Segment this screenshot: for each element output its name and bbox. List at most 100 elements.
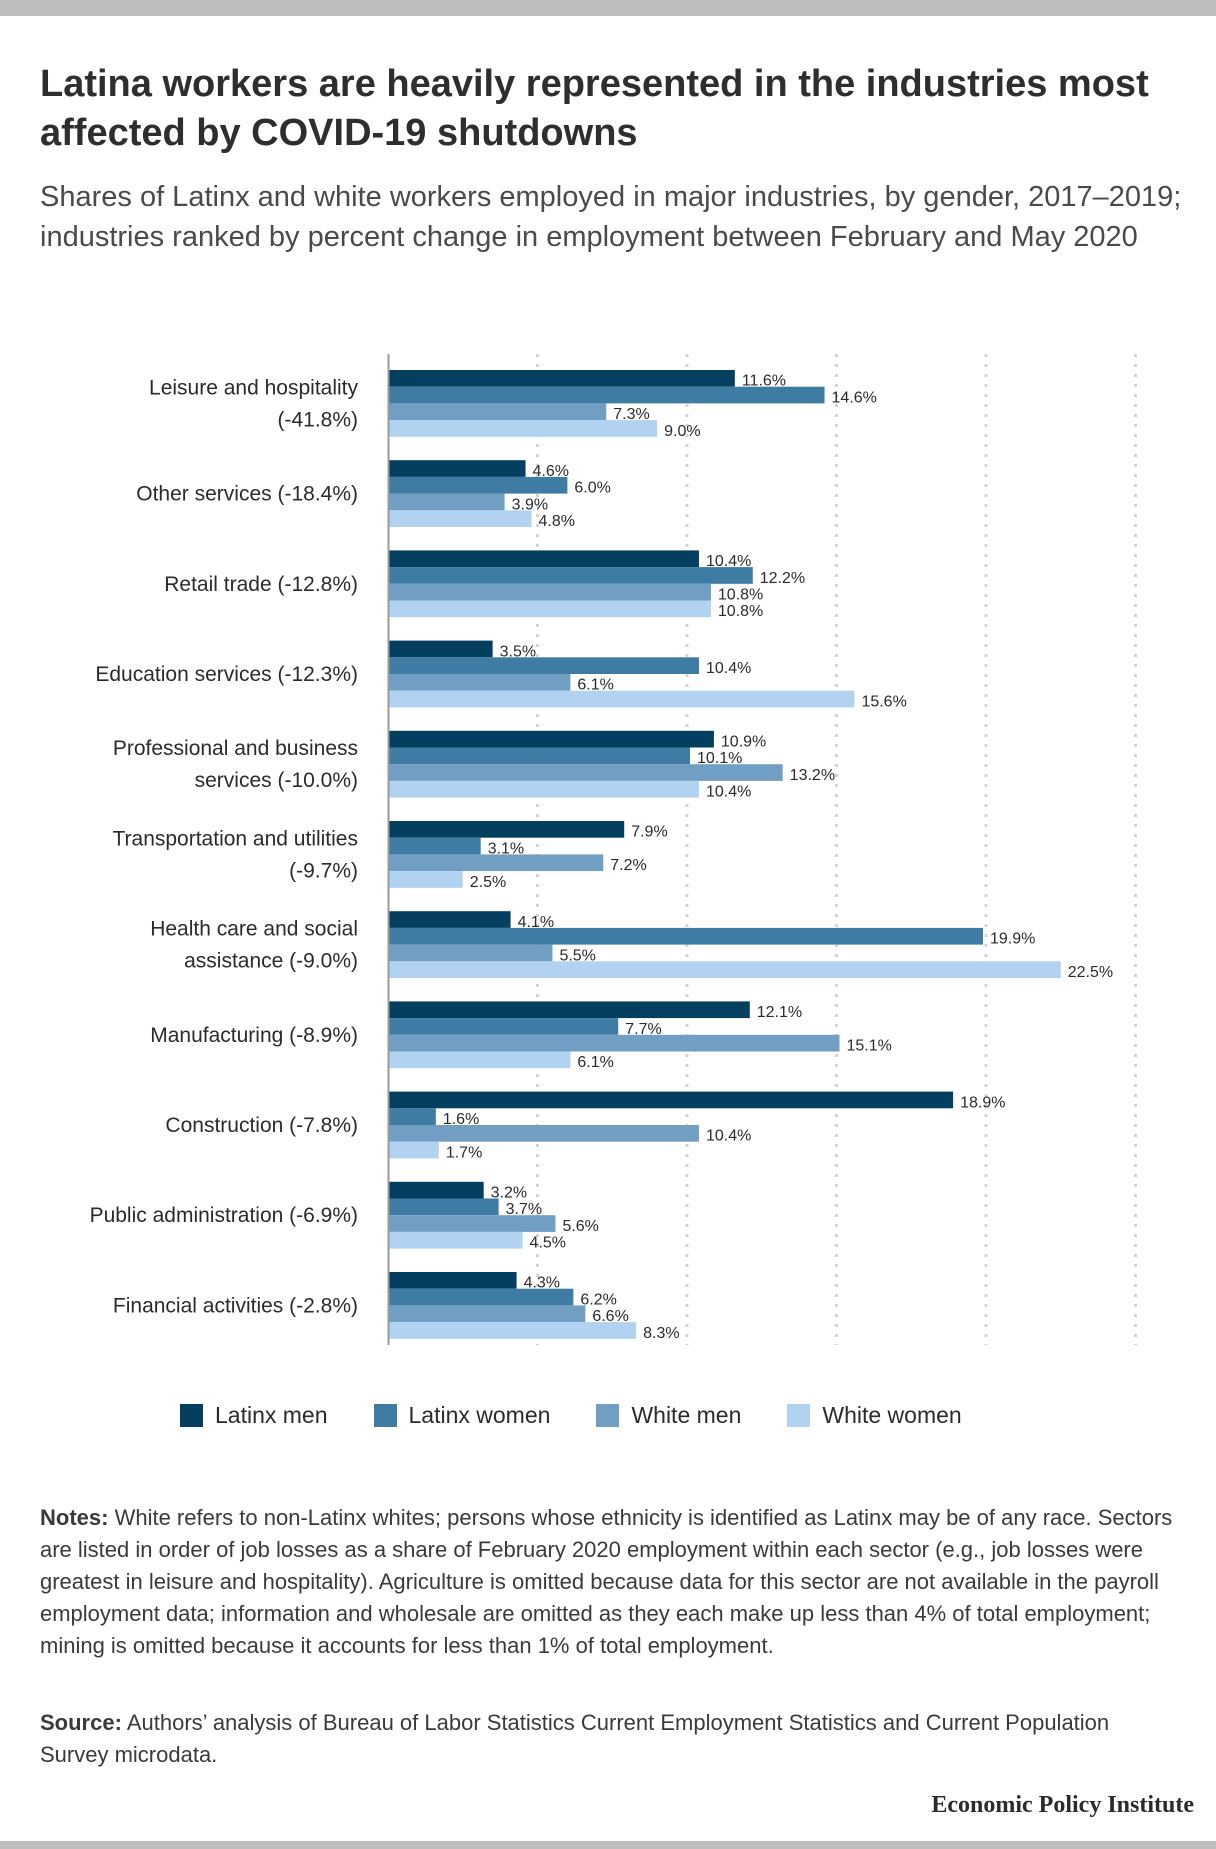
bar <box>388 600 711 618</box>
bar <box>388 510 532 527</box>
value-label: 11.6% <box>742 373 786 390</box>
value-label: 8.3% <box>643 1325 679 1342</box>
value-label: 10.4% <box>706 784 751 801</box>
bar-chart: Leisure and hospitality (-41.8%) 11.6% 14.6… <box>90 354 1137 1345</box>
value-label: 4.5% <box>530 1235 566 1252</box>
category-label: Financial activities (-2.8%) <box>113 1294 358 1317</box>
value-label: 15.1% <box>846 1038 891 1055</box>
bar <box>388 871 463 888</box>
bar <box>388 1215 556 1232</box>
value-label: 6.6% <box>592 1308 628 1325</box>
legend-item-latinx-women: Latinx women <box>373 1402 551 1429</box>
bar <box>388 730 714 748</box>
bar <box>388 911 511 928</box>
value-label: 10.8% <box>718 587 763 604</box>
bar <box>388 460 526 477</box>
bar <box>388 944 553 962</box>
value-label: 7.2% <box>610 857 646 874</box>
value-label: 10.4% <box>706 553 751 570</box>
category-label: Professional and business services (-10.0… <box>113 737 358 792</box>
legend-label: White men <box>631 1402 742 1428</box>
value-label: 7.3% <box>613 406 649 423</box>
category-label: Retail trade (-12.8%) <box>164 573 358 596</box>
value-label: 6.1% <box>577 1054 613 1071</box>
source-label: Source: <box>40 1710 122 1735</box>
value-label: 10.9% <box>721 734 766 751</box>
bar <box>388 821 625 838</box>
bar <box>388 370 735 387</box>
value-label: 6.1% <box>577 677 613 694</box>
bar <box>388 927 984 945</box>
legend-swatch <box>373 1404 397 1427</box>
bar <box>388 420 658 437</box>
bar <box>388 1322 637 1339</box>
bar <box>388 747 690 765</box>
bar <box>388 854 604 872</box>
bar <box>388 550 699 568</box>
legend-label: Latinx women <box>408 1402 551 1428</box>
bottom-border <box>0 1841 1216 1849</box>
value-label: 3.9% <box>512 496 548 513</box>
category-label: Public administration (-6.9%) <box>90 1204 358 1227</box>
value-label: 5.6% <box>562 1218 598 1235</box>
legend-item-latinx-men: Latinx men <box>180 1402 328 1429</box>
value-label: 6.2% <box>580 1291 616 1308</box>
value-label: 4.3% <box>524 1275 560 1292</box>
bar <box>388 567 753 584</box>
value-label: 7.7% <box>625 1021 661 1038</box>
value-label: 12.2% <box>760 570 805 587</box>
bar <box>388 1108 436 1125</box>
bar <box>388 1018 619 1035</box>
bar <box>388 583 711 601</box>
bar <box>388 1141 439 1159</box>
value-label: 13.2% <box>790 767 835 784</box>
brand-logo: Economic Policy Institute <box>931 1792 1194 1818</box>
chart-title: Latina workers are heavily represented i… <box>40 63 1149 154</box>
value-label: 2.5% <box>470 874 506 891</box>
value-label: 4.6% <box>533 463 569 480</box>
bar <box>388 780 699 798</box>
notes: Notes: White refers to non-Latinx whites… <box>40 1502 1180 1662</box>
bar <box>388 1288 574 1306</box>
value-label: 14.6% <box>832 389 877 406</box>
category-label: Other services (-18.4%) <box>136 483 358 506</box>
notes-label: Notes: <box>40 1505 109 1530</box>
source-text: Authors’ analysis of Bureau of Labor Sta… <box>40 1710 1110 1767</box>
top-border <box>0 0 1216 16</box>
bar <box>388 1272 517 1289</box>
legend-swatch <box>596 1404 620 1427</box>
bar <box>388 1091 954 1109</box>
value-label: 1.6% <box>443 1111 479 1128</box>
bar <box>388 1305 586 1323</box>
value-label: 3.7% <box>506 1201 542 1218</box>
bar <box>388 690 855 708</box>
category-label: Education services (-12.3%) <box>95 663 358 686</box>
legend-swatch <box>787 1404 811 1427</box>
category-label: Construction (-7.8%) <box>165 1114 358 1137</box>
value-label: 22.5% <box>1068 964 1113 981</box>
value-label: 18.9% <box>960 1094 1005 1111</box>
legend-label: White women <box>822 1402 962 1428</box>
value-label: 3.2% <box>491 1185 527 1202</box>
value-label: 9.0% <box>664 423 700 440</box>
bar <box>388 961 1061 978</box>
value-label: 3.1% <box>488 840 524 857</box>
bar <box>388 1125 699 1142</box>
category-label: Leisure and hospitality (-41.8%) <box>149 376 358 431</box>
bar <box>388 1198 499 1216</box>
bar <box>388 640 493 658</box>
value-label: 12.1% <box>757 1004 802 1021</box>
value-label: 10.4% <box>706 660 751 677</box>
legend-label: Latinx men <box>215 1402 328 1428</box>
bar <box>388 1034 840 1052</box>
bar <box>388 674 571 691</box>
bar <box>388 476 568 494</box>
legend-item-white-women: White women <box>787 1402 962 1429</box>
category-label: Transportation and utilities (-9.7%) <box>112 827 358 882</box>
value-label: 19.9% <box>990 931 1035 948</box>
legend-swatch <box>180 1404 203 1427</box>
bar <box>388 493 505 511</box>
category-label: Manufacturing (-8.9%) <box>150 1024 358 1047</box>
value-label: 4.1% <box>518 914 554 931</box>
value-label: 10.4% <box>706 1128 751 1145</box>
